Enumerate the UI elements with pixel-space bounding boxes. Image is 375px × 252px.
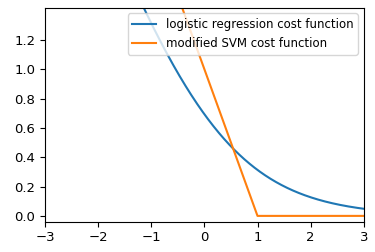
- logistic regression cost function: [297, 192, 302, 195]
- logistic regression cost function: [172, 65, 176, 68]
- modified SVM cost function: [183, 15, 188, 18]
- modified SVM cost function: [297, 214, 302, 217]
- Legend: logistic regression cost function, modified SVM cost function: logistic regression cost function, modif…: [128, 13, 358, 55]
- logistic regression cost function: [362, 207, 366, 210]
- modified SVM cost function: [362, 214, 366, 217]
- logistic regression cost function: [291, 189, 296, 192]
- modified SVM cost function: [255, 214, 260, 217]
- modified SVM cost function: [292, 214, 296, 217]
- logistic regression cost function: [183, 84, 188, 87]
- Line: modified SVM cost function: modified SVM cost function: [45, 0, 364, 216]
- logistic regression cost function: [262, 173, 266, 176]
- Line: logistic regression cost function: logistic regression cost function: [45, 0, 364, 209]
- modified SVM cost function: [262, 214, 267, 217]
